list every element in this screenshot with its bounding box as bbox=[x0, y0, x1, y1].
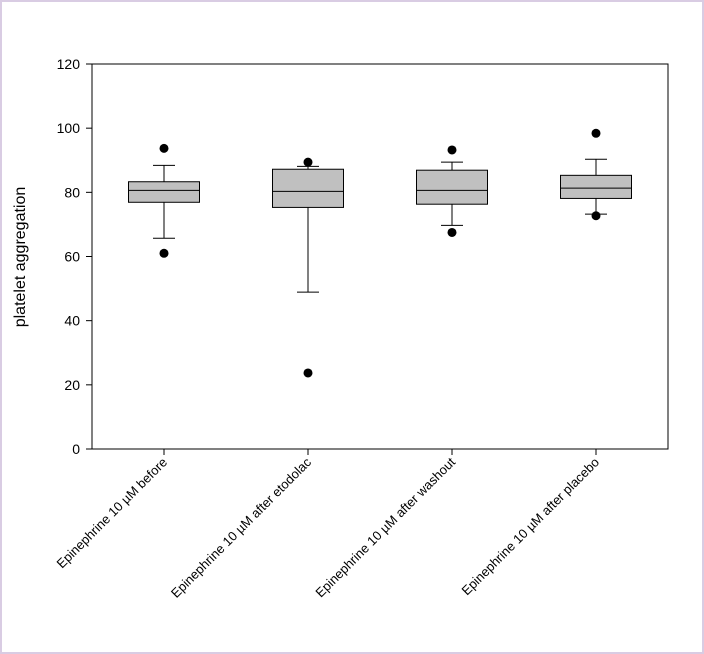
box bbox=[560, 174, 632, 199]
box bbox=[416, 169, 488, 205]
y-axis-label: platelet aggregation bbox=[12, 187, 29, 328]
box-3 bbox=[416, 145, 488, 237]
outlier-point bbox=[303, 157, 313, 167]
y-axis: 0 20 40 60 80 100 120 bbox=[57, 56, 92, 457]
y-tick-label: 120 bbox=[57, 56, 81, 72]
plot-area bbox=[91, 63, 669, 450]
outlier-point bbox=[591, 128, 601, 138]
box-1 bbox=[128, 143, 200, 258]
x-tick-label: Epinephrine 10 µM after placebo bbox=[458, 455, 602, 599]
x-tick-label: Epinephrine 10 µM after washout bbox=[312, 454, 458, 600]
outlier-point bbox=[159, 248, 169, 258]
boxes bbox=[128, 128, 632, 378]
box bbox=[272, 168, 344, 208]
box-2 bbox=[272, 157, 344, 378]
outlier-point bbox=[591, 211, 601, 221]
box bbox=[128, 181, 200, 203]
outlier-point bbox=[447, 227, 457, 237]
outlier-point bbox=[447, 145, 457, 155]
outlier-point bbox=[159, 143, 169, 153]
outlier-point bbox=[303, 368, 313, 378]
box-4 bbox=[560, 128, 632, 221]
y-tick-label: 0 bbox=[72, 441, 80, 457]
y-tick-label: 40 bbox=[64, 313, 80, 329]
x-tick-label: Epinephrine 10 µM before bbox=[54, 455, 171, 572]
y-tick-label: 20 bbox=[64, 377, 80, 393]
x-tick-label: Epinephrine 10 µM after etodolac bbox=[168, 454, 315, 601]
y-tick-label: 60 bbox=[64, 249, 80, 265]
y-tick-label: 80 bbox=[64, 184, 80, 200]
y-tick-label: 100 bbox=[57, 120, 81, 136]
